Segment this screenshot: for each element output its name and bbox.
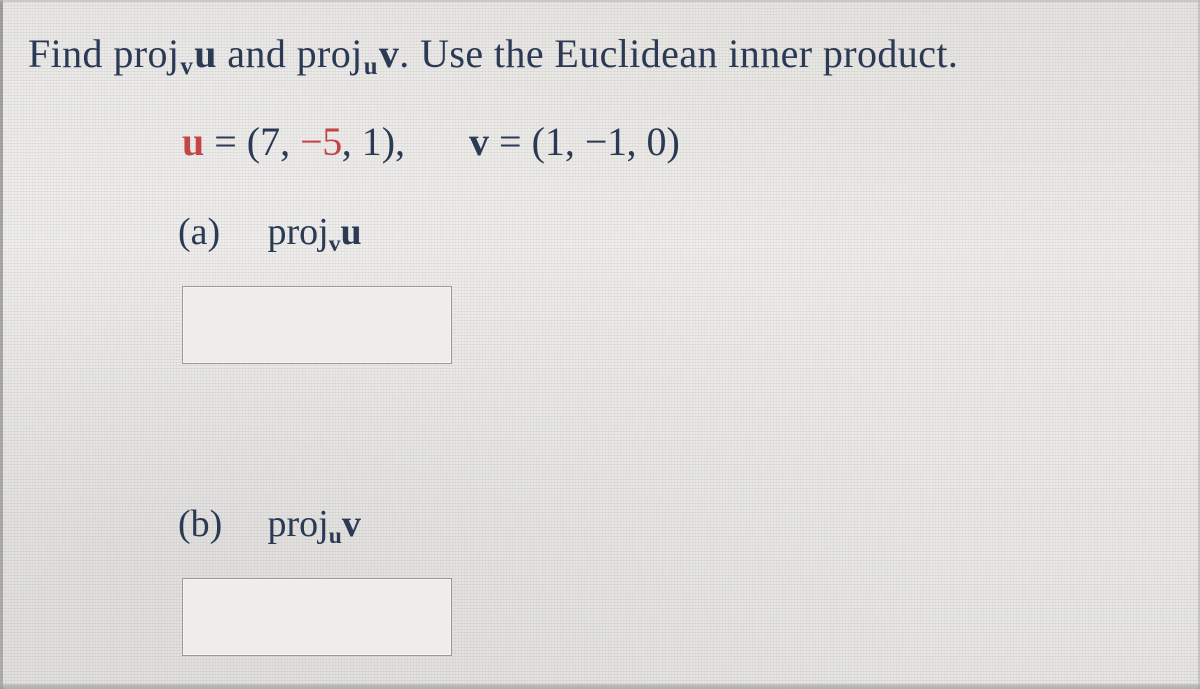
part-a-proj-base: proj	[268, 211, 329, 253]
edge-left	[0, 0, 3, 689]
question-post: . Use the Euclidean inner product.	[399, 31, 958, 76]
vectors-row: u = (7, −5, 1), v = (1, −1, 0)	[182, 118, 680, 165]
part-b-proj-base: proj	[268, 503, 329, 545]
part-a: (a) projvu	[178, 210, 362, 258]
proj-v-u-base: proj	[113, 31, 179, 76]
proj-v-u-sub: v	[179, 53, 194, 80]
part-a-label: (a)	[178, 210, 258, 254]
proj-u-v-base: proj	[297, 31, 363, 76]
answer-box-a[interactable]	[182, 286, 452, 364]
vignette-noise	[0, 0, 1200, 689]
vector-u-c2: −5	[300, 119, 342, 164]
vector-v-sep1: ,	[565, 119, 585, 164]
answer-box-b[interactable]	[182, 578, 452, 656]
vector-u-sep2: ,	[342, 119, 362, 164]
vector-v-close: )	[666, 119, 679, 164]
vector-v-c3: 0	[646, 119, 666, 164]
answer-input-a[interactable]	[183, 287, 451, 363]
edge-bottom	[0, 684, 1200, 689]
question-text: Find projvu and projuv. Use the Euclidea…	[28, 30, 1180, 81]
answer-input-b[interactable]	[183, 579, 451, 655]
part-b-label: (b)	[178, 502, 258, 546]
part-b-proj-arg: v	[342, 503, 361, 545]
vector-v-c1: 1	[545, 119, 565, 164]
question-pre: Find	[28, 31, 113, 76]
vector-u-eqopen: = (	[204, 119, 260, 164]
question-mid: and	[217, 31, 297, 76]
edge-top	[0, 0, 1200, 2]
part-b-proj-sub: u	[329, 523, 342, 549]
part-a-proj-sub: v	[329, 231, 341, 257]
vector-u-close: ),	[382, 119, 405, 164]
proj-u-v-sub: u	[363, 53, 379, 80]
vector-u-eq: u = (7, −5, 1),	[182, 118, 405, 165]
part-b: (b) projuv	[178, 502, 361, 550]
vector-u-sep1: ,	[280, 119, 300, 164]
vector-u-c3: 1	[362, 119, 382, 164]
vector-v-eqopen: = (	[489, 119, 545, 164]
proj-u-v-arg: v	[379, 31, 399, 76]
vector-v-eq: v = (1, −1, 0)	[469, 118, 680, 165]
proj-v-u-arg: u	[194, 31, 217, 76]
part-a-proj-arg: u	[341, 211, 362, 253]
vector-u-symbol: u	[182, 119, 204, 164]
vector-v-symbol: v	[469, 119, 489, 164]
vector-v-c2: −1	[585, 119, 627, 164]
vector-v-sep2: ,	[626, 119, 646, 164]
vector-u-c1: 7	[260, 119, 280, 164]
